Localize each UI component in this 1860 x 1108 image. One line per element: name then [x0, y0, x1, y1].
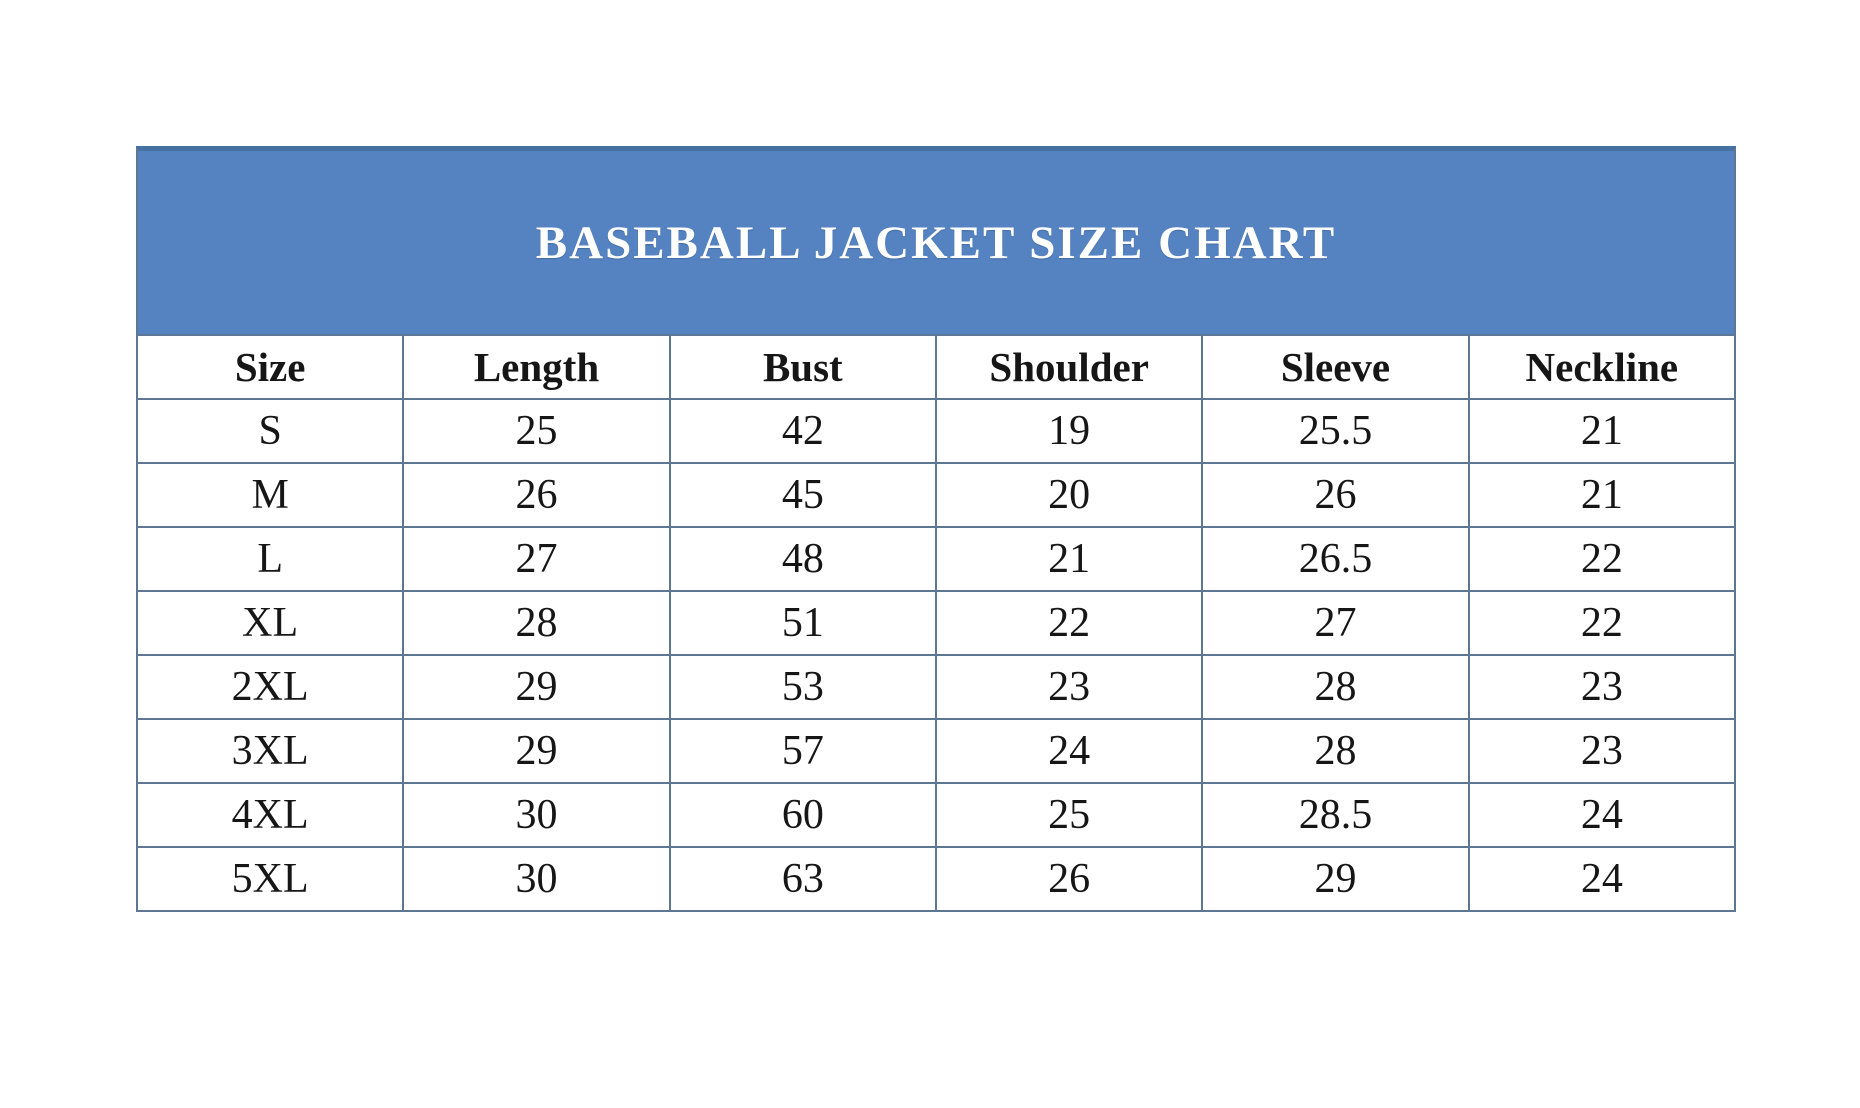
size-chart: BASEBALL JACKET SIZE CHART Size Length Bus… [135, 146, 1737, 912]
value-cell: 45 [668, 462, 937, 528]
value-cell: 28.5 [1201, 782, 1470, 848]
value-cell: 26 [402, 462, 671, 528]
table-row: XL 28 51 22 27 22 [135, 590, 1737, 656]
value-cell: 51 [668, 590, 937, 656]
value-cell: 25 [402, 398, 671, 464]
value-cell: 26.5 [1201, 526, 1470, 592]
value-cell: 48 [668, 526, 937, 592]
size-cell: 5XL [135, 846, 405, 912]
table-row: 3XL 29 57 24 28 23 [135, 718, 1737, 784]
size-cell: L [135, 526, 405, 592]
page-title: BASEBALL JACKET SIZE CHART [535, 216, 1337, 269]
value-cell: 21 [1467, 398, 1737, 464]
table-row: S 25 42 19 25.5 21 [135, 398, 1737, 464]
header-cell-shoulder: Shoulder [934, 334, 1204, 400]
header-cell-sleeve: Sleeve [1201, 334, 1470, 400]
header-cell-size: Size [135, 334, 405, 400]
value-cell: 20 [934, 462, 1204, 528]
value-cell: 19 [934, 398, 1204, 464]
size-chart-table: Size Length Bust Shoulder Sleeve Neckline S 25… [135, 334, 1737, 912]
value-cell: 26 [934, 846, 1204, 912]
value-cell: 27 [1201, 590, 1470, 656]
value-cell: 29 [402, 718, 671, 784]
value-cell: 25.5 [1201, 398, 1470, 464]
table-head: Size Length Bust Shoulder Sleeve Neckline [135, 334, 1737, 400]
header-cell-bust: Bust [668, 334, 937, 400]
value-cell: 23 [1467, 718, 1737, 784]
value-cell: 27 [402, 526, 671, 592]
value-cell: 28 [1201, 654, 1470, 720]
value-cell: 23 [1467, 654, 1737, 720]
size-cell: 3XL [135, 718, 405, 784]
value-cell: 60 [668, 782, 937, 848]
value-cell: 53 [668, 654, 937, 720]
table-header-row: Size Length Bust Shoulder Sleeve Neckline [135, 334, 1737, 400]
header-cell-length: Length [402, 334, 671, 400]
value-cell: 24 [1467, 782, 1737, 848]
value-cell: 21 [934, 526, 1204, 592]
table-row: L 27 48 21 26.5 22 [135, 526, 1737, 592]
table-row: M 26 45 20 26 21 [135, 462, 1737, 528]
value-cell: 23 [934, 654, 1204, 720]
size-cell: XL [135, 590, 405, 656]
table-row: 2XL 29 53 23 28 23 [135, 654, 1737, 720]
value-cell: 22 [1467, 590, 1737, 656]
table-body: S 25 42 19 25.5 21 M 26 45 20 26 21 L 27 48 21 26.5 22 XL 2… [135, 398, 1737, 912]
value-cell: 29 [1201, 846, 1470, 912]
value-cell: 29 [402, 654, 671, 720]
value-cell: 30 [402, 782, 671, 848]
title-band: BASEBALL JACKET SIZE CHART [136, 146, 1736, 334]
value-cell: 26 [1201, 462, 1470, 528]
table-row: 4XL 30 60 25 28.5 24 [135, 782, 1737, 848]
size-cell: S [135, 398, 405, 464]
value-cell: 21 [1467, 462, 1737, 528]
table-row: 5XL 30 63 26 29 24 [135, 846, 1737, 912]
value-cell: 57 [668, 718, 937, 784]
header-cell-neckline: Neckline [1467, 334, 1737, 400]
size-cell: 4XL [135, 782, 405, 848]
value-cell: 30 [402, 846, 671, 912]
value-cell: 28 [402, 590, 671, 656]
value-cell: 42 [668, 398, 937, 464]
value-cell: 25 [934, 782, 1204, 848]
value-cell: 28 [1201, 718, 1470, 784]
value-cell: 24 [1467, 846, 1737, 912]
value-cell: 24 [934, 718, 1204, 784]
value-cell: 22 [934, 590, 1204, 656]
size-cell: 2XL [135, 654, 405, 720]
size-cell: M [135, 462, 405, 528]
value-cell: 63 [668, 846, 937, 912]
value-cell: 22 [1467, 526, 1737, 592]
